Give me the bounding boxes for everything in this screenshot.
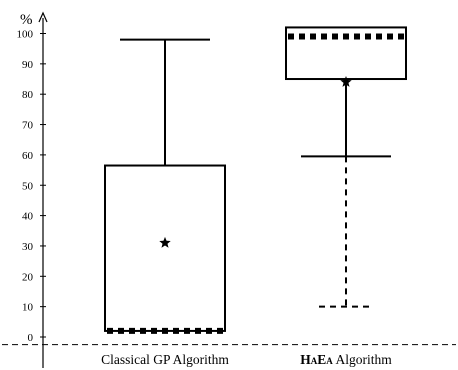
y-tick-label: 20: [22, 271, 34, 283]
y-tick-label: 90: [22, 59, 34, 71]
y-axis-arrow: [38, 11, 48, 23]
category-label-strong: HaEa: [300, 352, 333, 367]
category-label-text: Algorithm: [333, 352, 392, 367]
y-tick-label: 50: [22, 180, 34, 192]
y-tick-label: 80: [22, 89, 34, 101]
y-axis-unit-label: %: [20, 12, 33, 28]
category-label-text: Classical GP Algorithm: [101, 352, 229, 367]
y-tick-label: 0: [28, 332, 34, 344]
mean-star-marker: [159, 236, 171, 248]
y-tick-label: 100: [17, 29, 34, 41]
y-tick-label: 70: [22, 120, 34, 132]
y-tick-label: 30: [22, 241, 34, 253]
box-rect: [104, 164, 226, 332]
y-tick-label: 40: [22, 211, 34, 223]
mean-star-marker: [340, 76, 352, 87]
y-tick-label: 10: [22, 302, 34, 314]
category-label: HaEa Algorithm: [300, 352, 392, 367]
category-label: Classical GP Algorithm: [101, 352, 229, 367]
y-tick-label: 60: [22, 150, 34, 162]
